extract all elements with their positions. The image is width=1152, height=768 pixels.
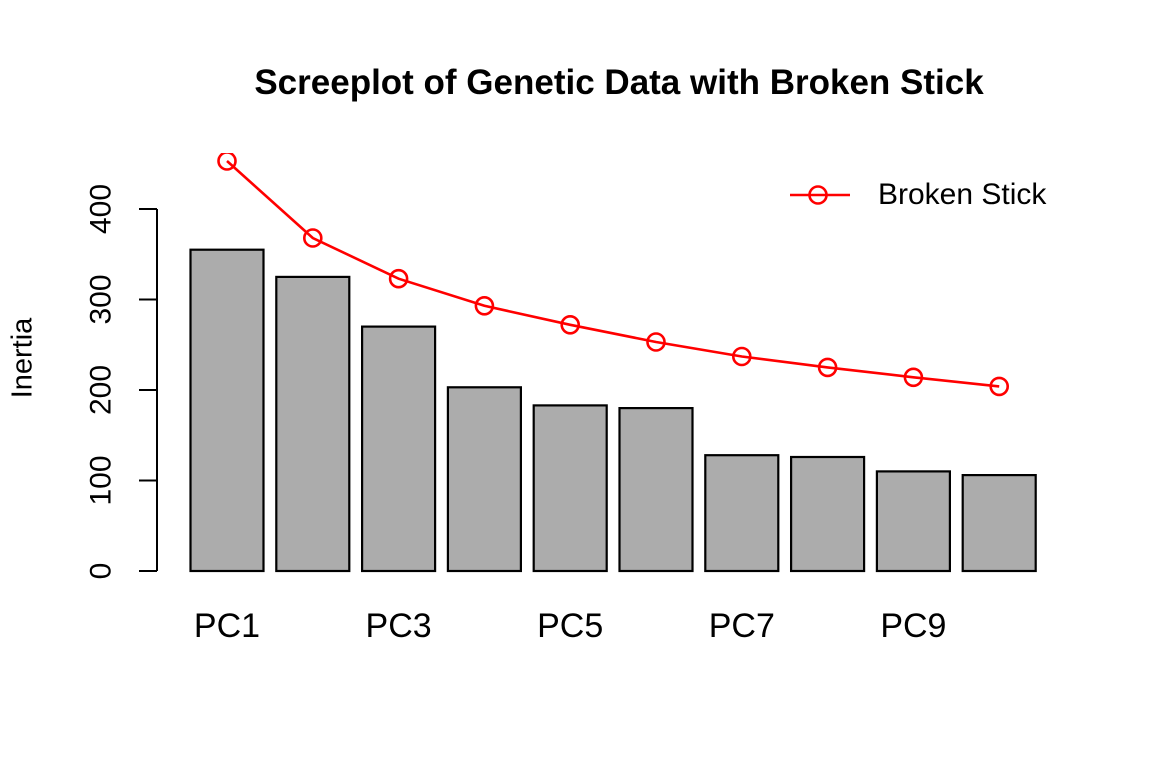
broken-stick-point-pc5 — [560, 314, 581, 335]
bar-pc3 — [361, 325, 437, 573]
bar-pc8 — [789, 455, 866, 573]
broken-stick-point-pc8 — [817, 357, 838, 378]
bar-pc6 — [618, 407, 694, 573]
broken-stick-point-pc10 — [989, 376, 1010, 397]
bar-pc4 — [446, 386, 522, 573]
x-tick-label-pc3: PC3 — [366, 607, 432, 645]
bar-pc9 — [875, 470, 952, 573]
broken-stick-point-pc3 — [388, 268, 409, 289]
legend-open-circle-icon — [808, 185, 828, 205]
y-tick-label: 200 — [85, 365, 118, 415]
x-tick-label-pc9: PC9 — [880, 607, 946, 645]
legend-label: Broken Stick — [878, 178, 1047, 211]
broken-stick-line — [226, 160, 1000, 388]
broken-stick-series — [217, 153, 1010, 397]
bar-pc7 — [704, 454, 780, 573]
bar-pc2 — [275, 275, 351, 573]
broken-stick-point-pc1 — [217, 153, 237, 171]
broken-stick-point-pc2 — [302, 228, 323, 248]
chart-title: Screeplot of Genetic Data with Broken St… — [254, 63, 984, 102]
x-tick-label-pc1: PC1 — [194, 607, 260, 645]
broken-stick-point-pc9 — [903, 367, 924, 388]
broken-stick-point-pc7 — [731, 346, 752, 367]
bar-pc1 — [189, 248, 265, 573]
bar-pc5 — [532, 404, 608, 573]
x-tick-label-pc5: PC5 — [537, 607, 603, 645]
y-tick-label: 100 — [85, 455, 118, 505]
broken-stick-point-pc4 — [474, 295, 495, 316]
broken-stick-point-pc6 — [646, 332, 666, 352]
y-tick-label: 0 — [85, 563, 118, 580]
legend: Broken Stick — [788, 173, 1046, 217]
x-tick-label-pc7: PC7 — [709, 607, 775, 645]
y-tick-label: 400 — [85, 184, 118, 234]
legend-marker-broken-stick — [790, 185, 850, 205]
y-tick-label: 300 — [85, 274, 118, 324]
bar-pc10 — [961, 474, 1037, 573]
